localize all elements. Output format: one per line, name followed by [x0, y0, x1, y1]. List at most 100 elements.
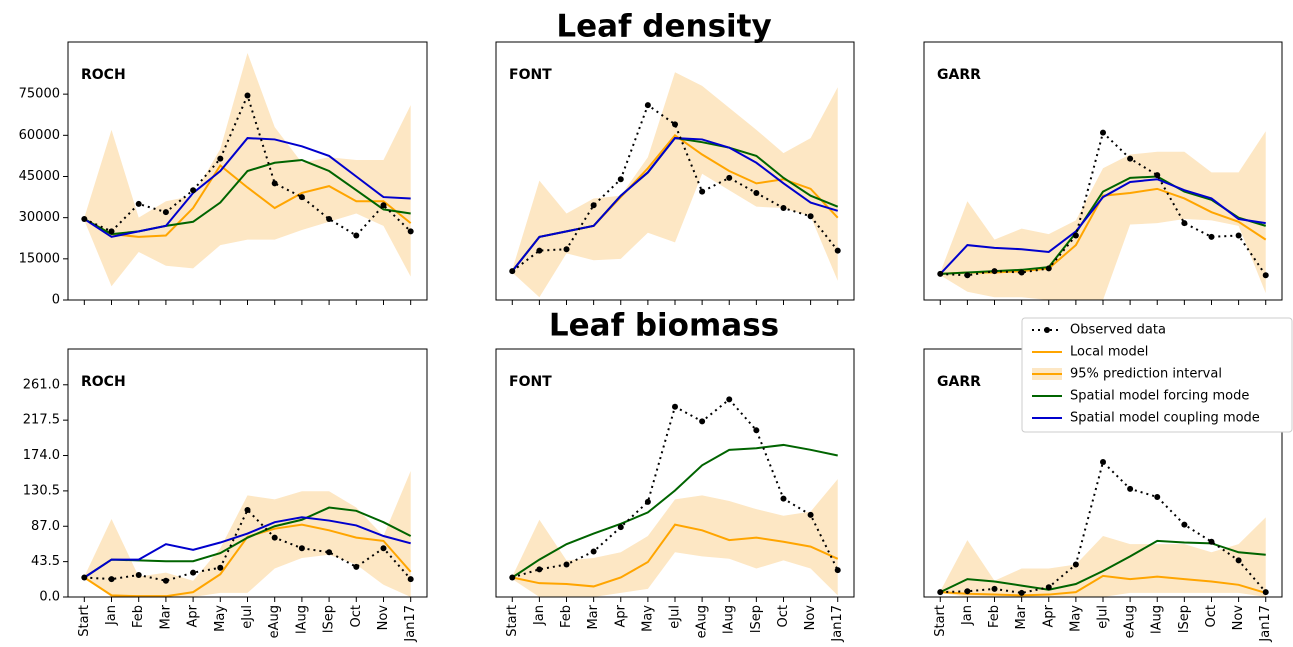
data-point: [162, 577, 169, 584]
x-tick-label: Apr: [1041, 604, 1056, 627]
data-point: [190, 187, 197, 194]
data-point: [108, 576, 115, 583]
data-point: [964, 588, 971, 595]
data-point: [1018, 269, 1025, 276]
axes-frame: [495, 348, 855, 598]
data-point: [563, 561, 570, 568]
data-point: [271, 180, 278, 187]
prediction-band: [512, 479, 838, 597]
legend-label: Spatial model forcing mode: [1070, 389, 1249, 404]
x-tick-label: Jan17: [403, 605, 418, 643]
legend-marker: [1044, 327, 1050, 333]
data-point: [1018, 589, 1025, 596]
data-point: [353, 232, 360, 239]
data-point: [217, 564, 224, 571]
data-point: [326, 549, 333, 556]
data-point: [780, 205, 787, 212]
axes-frame: [67, 348, 428, 598]
x-tick-label: Feb: [987, 605, 1002, 628]
data-point: [1127, 155, 1134, 162]
x-tick-label: eAug: [267, 605, 282, 638]
data-point: [244, 92, 251, 99]
prediction-band: [512, 72, 838, 298]
data-point: [81, 216, 88, 223]
x-tick-label: Start: [77, 605, 92, 637]
data-point: [509, 268, 516, 275]
data-point: [1235, 557, 1242, 564]
data-point: [1181, 521, 1188, 528]
plot: [509, 72, 841, 298]
data-point: [1045, 584, 1052, 591]
data-point: [726, 396, 733, 403]
x-tick-label: Start: [505, 605, 520, 637]
data-point: [780, 495, 787, 502]
data-point: [1045, 265, 1052, 272]
y-tick-label: 30000: [19, 210, 60, 225]
prediction-band: [84, 52, 411, 287]
legend-label: 95% prediction interval: [1070, 367, 1222, 382]
data-point: [672, 121, 678, 128]
y-tick-label: 217.5: [23, 413, 60, 428]
x-tick-label: Start: [933, 605, 948, 637]
data-point: [298, 545, 305, 552]
y-tick-label: 60000: [19, 128, 60, 143]
data-point: [644, 102, 651, 109]
data-point: [380, 202, 387, 209]
x-tick-label: Nov: [803, 605, 818, 631]
legend-label: Spatial model coupling mode: [1070, 411, 1260, 426]
series-line: [83, 137, 411, 238]
data-point: [1072, 232, 1079, 239]
data-point: [1262, 589, 1269, 596]
panel-label: FONT: [509, 374, 552, 390]
x-tick-label: Jan17: [1258, 605, 1273, 643]
data-point: [1262, 272, 1269, 279]
x-tick-label: Apr: [186, 604, 201, 627]
x-tick-label: Jan: [104, 605, 119, 626]
data-point: [672, 403, 678, 410]
x-tick-label: eAug: [1123, 605, 1138, 638]
x-tick-label: eAug: [695, 605, 710, 638]
data-point: [964, 272, 971, 279]
data-point: [407, 228, 414, 235]
data-point: [617, 176, 624, 183]
x-tick-label: lSep: [322, 605, 337, 633]
x-tick-label: lAug: [294, 605, 309, 634]
data-point: [1127, 485, 1134, 492]
data-point: [699, 418, 706, 425]
x-tick-label: eJul: [668, 605, 683, 629]
data-point: [380, 545, 387, 552]
data-point: [407, 576, 414, 583]
x-tick-label: Jan: [532, 605, 547, 626]
x-tick-label: May: [1068, 605, 1083, 632]
series-line: [512, 523, 839, 588]
x-tick-label: Oct: [349, 605, 364, 627]
x-tick-label: Mar: [586, 604, 601, 629]
x-tick-label: May: [640, 605, 655, 632]
panel-label: ROCH: [81, 67, 126, 83]
data-point: [937, 270, 944, 277]
prediction-band: [940, 517, 1266, 597]
data-point: [617, 524, 624, 531]
data-point: [753, 189, 760, 196]
y-tick-label: 174.0: [23, 448, 60, 463]
y-tick-label: 75000: [19, 87, 60, 102]
x-tick-label: lAug: [722, 605, 737, 634]
series-line: [83, 516, 411, 579]
series-line: [83, 164, 412, 238]
x-tick-label: lSep: [749, 605, 764, 633]
x-tick-label: eJul: [240, 605, 255, 629]
data-point: [1154, 172, 1161, 179]
legend-label: Local model: [1070, 345, 1148, 360]
legend-label: Observed data: [1070, 323, 1166, 338]
prediction-band: [940, 131, 1266, 300]
data-point: [190, 569, 197, 576]
x-tick-label: Mar: [158, 604, 173, 629]
data-point: [590, 548, 597, 555]
data-point: [1100, 129, 1106, 136]
data-point: [353, 563, 360, 570]
data-point: [536, 247, 543, 254]
heading: Leaf biomass: [549, 308, 779, 344]
x-tick-label: eJul: [1096, 605, 1111, 629]
data-point: [1208, 233, 1215, 240]
heading: Leaf density: [556, 9, 771, 45]
